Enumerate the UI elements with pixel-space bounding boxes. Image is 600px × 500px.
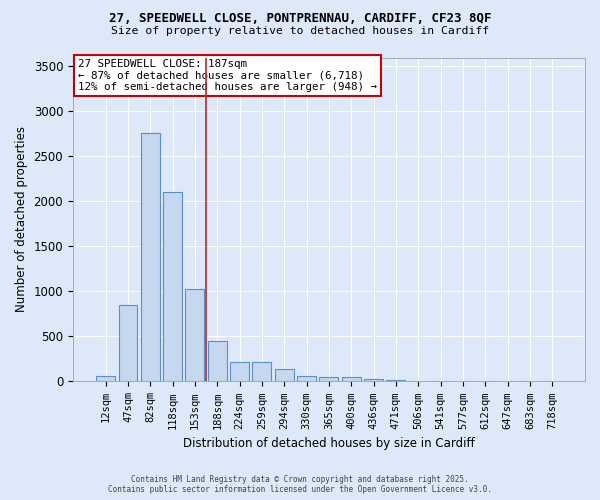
Bar <box>141 133 160 382</box>
Bar <box>364 378 383 382</box>
Bar <box>208 340 227 382</box>
Bar <box>297 376 316 382</box>
Bar <box>230 362 249 382</box>
Bar <box>253 362 271 382</box>
Bar <box>163 192 182 382</box>
Text: 27, SPEEDWELL CLOSE, PONTPRENNAU, CARDIFF, CF23 8QF: 27, SPEEDWELL CLOSE, PONTPRENNAU, CARDIF… <box>109 12 491 26</box>
Text: Contains HM Land Registry data © Crown copyright and database right 2025.
Contai: Contains HM Land Registry data © Crown c… <box>108 474 492 494</box>
Text: 27 SPEEDWELL CLOSE: 187sqm
← 87% of detached houses are smaller (6,718)
12% of s: 27 SPEEDWELL CLOSE: 187sqm ← 87% of deta… <box>78 59 377 92</box>
Bar <box>275 370 294 382</box>
X-axis label: Distribution of detached houses by size in Cardiff: Distribution of detached houses by size … <box>183 437 475 450</box>
Bar <box>96 376 115 382</box>
Bar <box>319 377 338 382</box>
Y-axis label: Number of detached properties: Number of detached properties <box>15 126 28 312</box>
Bar <box>185 289 205 382</box>
Text: Size of property relative to detached houses in Cardiff: Size of property relative to detached ho… <box>111 26 489 36</box>
Bar <box>386 380 406 382</box>
Bar <box>342 378 361 382</box>
Bar <box>119 305 137 382</box>
